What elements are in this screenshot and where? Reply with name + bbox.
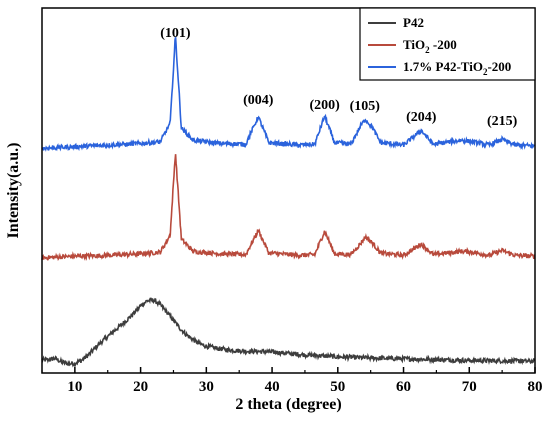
series-layer xyxy=(41,37,536,369)
legend-entry: 1.7% P42-TiO2-200 xyxy=(403,59,511,77)
x-tick-label: 70 xyxy=(462,379,477,395)
x-tick-label: 80 xyxy=(528,379,543,395)
series-line-0 xyxy=(41,297,536,369)
x-axis-ticks: 10 20 30 40 50 60 70 80 xyxy=(41,367,543,395)
x-tick-label: 30 xyxy=(199,379,214,395)
legend-entry: TiO2 -200 xyxy=(403,37,457,55)
peak-label: (004) xyxy=(243,93,274,108)
legend: P42 TiO2 -200 1.7% P42-TiO2-200 xyxy=(359,7,536,81)
legend-entry: P42 xyxy=(403,15,424,30)
x-tick-label: 60 xyxy=(396,379,411,395)
peak-label: (101) xyxy=(160,26,191,41)
x-tick-label: 20 xyxy=(133,379,148,395)
y-axis-label: Intensity(a.u.) xyxy=(5,142,22,238)
x-tick-label: 10 xyxy=(67,379,82,395)
series-line-2 xyxy=(41,37,535,152)
series-line-1 xyxy=(41,154,536,261)
plot-frame xyxy=(41,7,536,374)
peak-label: (215) xyxy=(487,114,518,129)
peak-label: (200) xyxy=(309,98,340,113)
x-tick-label: 50 xyxy=(330,379,345,395)
peak-labels: (101) (004) (200) (105) (204) (215) xyxy=(160,26,517,129)
x-axis-label: 2 theta (degree) xyxy=(235,396,341,413)
peak-label: (105) xyxy=(350,99,381,114)
peak-label: (204) xyxy=(406,110,437,125)
x-tick-label: 40 xyxy=(265,379,280,395)
